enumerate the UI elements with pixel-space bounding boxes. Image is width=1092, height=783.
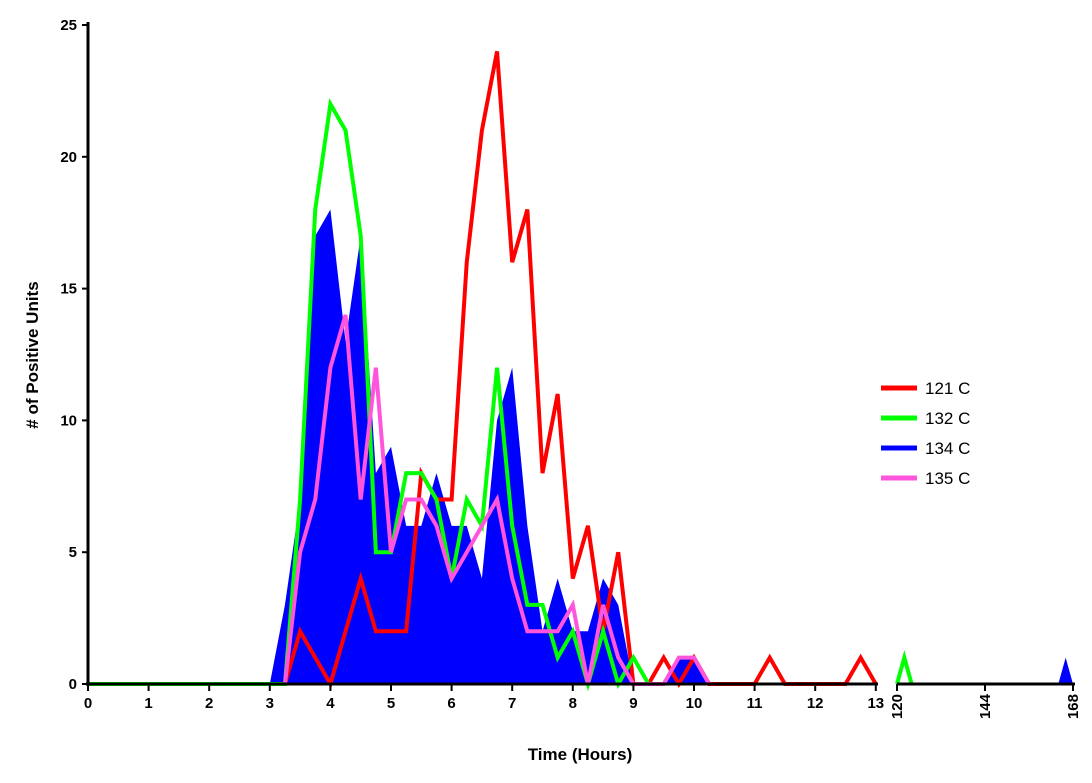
- legend: 121 C 132 C 134 C 135 C: [881, 379, 970, 488]
- y-tick-label: 20: [60, 149, 77, 166]
- legend-label: 134 C: [925, 439, 970, 458]
- legend-label: 121 C: [925, 379, 970, 398]
- x-tick-label: 7: [508, 695, 516, 712]
- series-line-3: [282, 314, 711, 686]
- y-tick-label: 0: [69, 676, 77, 693]
- series-area-2: [88, 209, 876, 684]
- x-tick-label: 144: [977, 693, 994, 719]
- x-tick-label: 168: [1065, 694, 1082, 719]
- x-tick-label: 11: [747, 695, 763, 712]
- x-tick-label: 12: [807, 695, 824, 712]
- area-layer: [88, 209, 1073, 684]
- y-tick-label: 25: [60, 17, 77, 34]
- x-tick-label: 6: [447, 695, 455, 712]
- x-tick-label: 13: [867, 695, 884, 712]
- legend-label: 135 C: [925, 469, 970, 488]
- y-tick-label: 5: [69, 544, 77, 561]
- x-tick-label: 120: [889, 694, 906, 719]
- x-tick-label: 9: [629, 695, 637, 712]
- legend-label: 132 C: [925, 409, 970, 428]
- x-tick-label: 0: [84, 695, 92, 712]
- x-axis-label: Time (Hours): [528, 745, 633, 764]
- x-tick-label: 4: [326, 695, 335, 712]
- x-tick-label: 2: [205, 695, 213, 712]
- y-axis-label: # of Positive Units: [23, 281, 42, 428]
- series-line-1: [895, 650, 914, 685]
- x-tick-label: 5: [387, 695, 395, 712]
- x-tick-label: 10: [686, 695, 703, 712]
- x-tick-label: 1: [144, 695, 152, 712]
- x-tick-label: 3: [266, 695, 274, 712]
- y-tick-label: 10: [60, 412, 77, 429]
- y-tick-label: 15: [60, 281, 77, 298]
- series-area-2: [897, 657, 1073, 684]
- x-tick-label: 8: [569, 695, 577, 712]
